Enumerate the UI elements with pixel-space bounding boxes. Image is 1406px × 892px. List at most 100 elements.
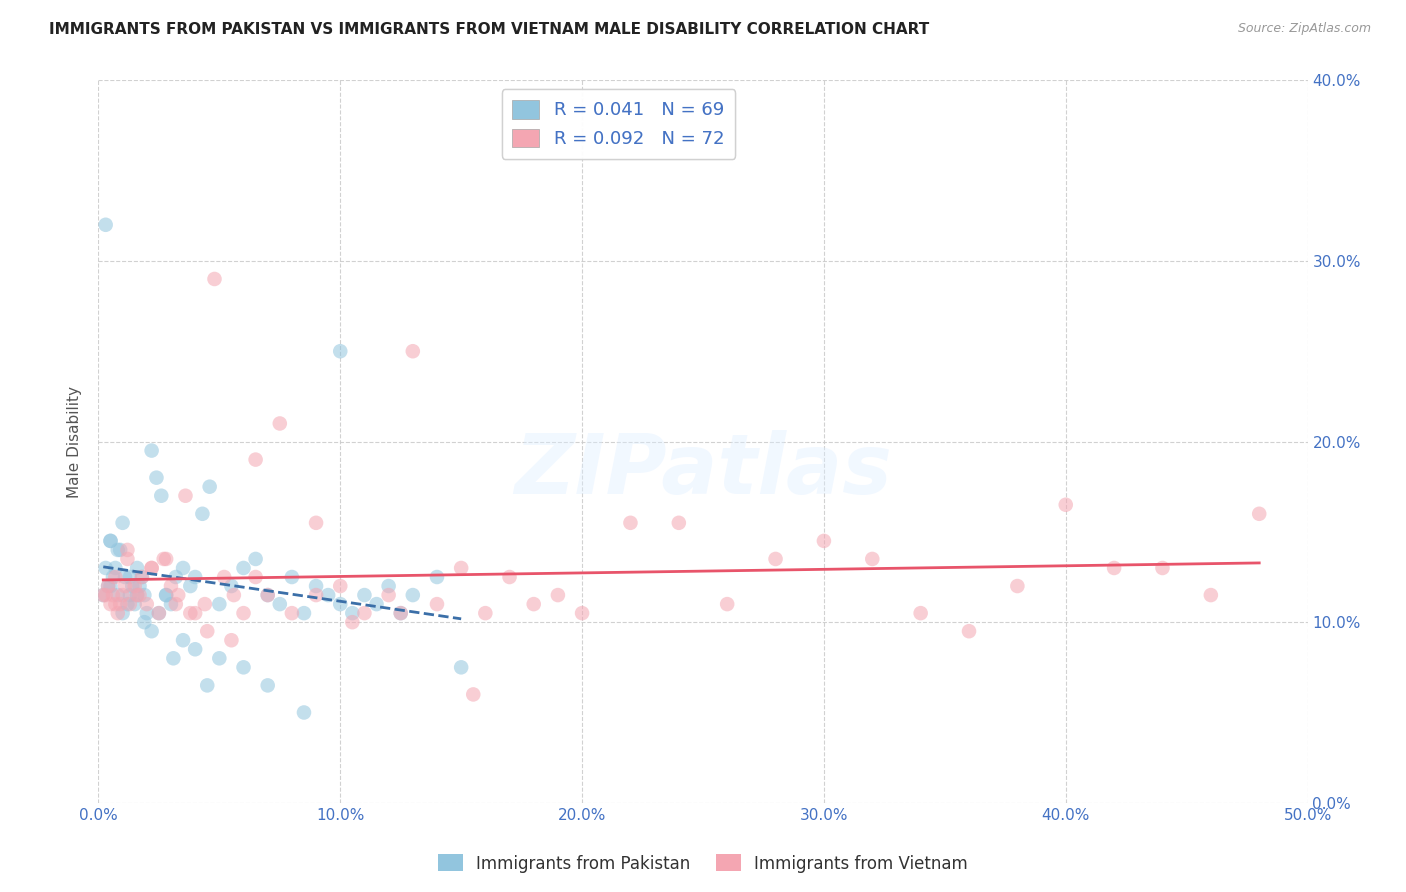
Point: [97, 579, 120, 593]
Point: [221, 633, 243, 648]
Point: [523, 597, 546, 611]
Point: [1152, 561, 1174, 575]
Point: [134, 588, 156, 602]
Point: [292, 606, 315, 620]
Point: [165, 597, 187, 611]
Point: [145, 471, 167, 485]
Point: [162, 651, 184, 665]
Point: [118, 597, 141, 611]
Point: [198, 480, 221, 494]
Point: [160, 597, 183, 611]
Point: [108, 542, 131, 557]
Point: [342, 606, 364, 620]
Point: [232, 561, 254, 575]
Point: [342, 615, 364, 630]
Point: [155, 588, 177, 602]
Point: [114, 579, 136, 593]
Point: [463, 687, 485, 701]
Point: [111, 588, 134, 602]
Point: [107, 606, 129, 620]
Point: [114, 570, 136, 584]
Point: [184, 642, 207, 657]
Point: [104, 561, 127, 575]
Point: [281, 606, 304, 620]
Point: [232, 606, 254, 620]
Point: [329, 579, 352, 593]
Text: IMMIGRANTS FROM PAKISTAN VS IMMIGRANTS FROM VIETNAM MALE DISABILITY CORRELATION : IMMIGRANTS FROM PAKISTAN VS IMMIGRANTS F…: [49, 22, 929, 37]
Point: [860, 552, 883, 566]
Point: [389, 606, 412, 620]
Point: [100, 579, 122, 593]
Point: [305, 588, 328, 602]
Point: [571, 606, 593, 620]
Point: [155, 552, 177, 566]
Point: [172, 633, 194, 648]
Point: [245, 452, 267, 467]
Point: [94, 561, 117, 575]
Point: [91, 588, 114, 602]
Point: [245, 552, 267, 566]
Point: [135, 597, 157, 611]
Point: [124, 579, 146, 593]
Point: [957, 624, 980, 639]
Point: [281, 570, 304, 584]
Point: [450, 660, 472, 674]
Point: [208, 597, 231, 611]
Point: [152, 552, 174, 566]
Point: [100, 533, 122, 548]
Point: [150, 489, 173, 503]
Point: [191, 507, 214, 521]
Point: [118, 588, 141, 602]
Point: [124, 597, 146, 611]
Point: [1102, 561, 1125, 575]
Point: [377, 579, 399, 593]
Point: [474, 606, 496, 620]
Point: [316, 588, 339, 602]
Point: [402, 588, 425, 602]
Point: [128, 579, 150, 593]
Point: [245, 570, 267, 584]
Point: [107, 542, 129, 557]
Point: [402, 344, 425, 359]
Point: [101, 588, 124, 602]
Point: [184, 606, 207, 620]
Point: [141, 624, 163, 639]
Point: [155, 588, 177, 602]
Point: [111, 606, 134, 620]
Point: [100, 597, 122, 611]
Point: [1007, 579, 1029, 593]
Point: [208, 651, 231, 665]
Point: [232, 660, 254, 674]
Point: [305, 516, 328, 530]
Point: [135, 606, 157, 620]
Point: [366, 597, 388, 611]
Point: [305, 579, 328, 593]
Point: [269, 597, 291, 611]
Point: [117, 597, 139, 611]
Point: [101, 570, 124, 584]
Point: [172, 561, 194, 575]
Point: [426, 570, 449, 584]
Point: [389, 606, 412, 620]
Point: [121, 579, 143, 593]
Point: [1199, 588, 1222, 602]
Point: [269, 417, 291, 431]
Text: Source: ZipAtlas.com: Source: ZipAtlas.com: [1237, 22, 1371, 36]
Point: [716, 597, 738, 611]
Point: [108, 597, 131, 611]
Point: [256, 678, 278, 692]
Point: [118, 570, 141, 584]
Point: [195, 678, 218, 692]
Point: [910, 606, 932, 620]
Point: [165, 570, 187, 584]
Point: [194, 597, 217, 611]
Point: [547, 588, 569, 602]
Point: [813, 533, 835, 548]
Point: [174, 489, 197, 503]
Point: [111, 516, 134, 530]
Point: [131, 570, 153, 584]
Point: [353, 606, 375, 620]
Point: [104, 570, 127, 584]
Point: [221, 579, 243, 593]
Point: [100, 533, 122, 548]
